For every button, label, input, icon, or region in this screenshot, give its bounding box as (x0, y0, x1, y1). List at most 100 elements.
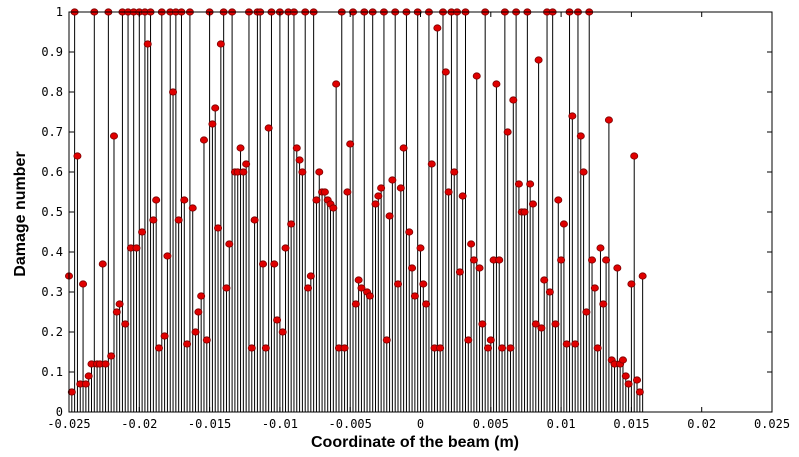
stem-marker (84, 372, 93, 380)
stem-marker (506, 344, 515, 352)
stem-marker (174, 216, 183, 224)
x-tick-label: 0.025 (754, 417, 790, 431)
stem-marker (287, 220, 296, 228)
stem-marker (571, 340, 580, 348)
stem-marker (188, 204, 197, 212)
stem-marker (467, 240, 476, 248)
stem-marker (261, 344, 270, 352)
stem-marker (239, 168, 248, 176)
stem-marker (455, 268, 464, 276)
stem-marker (557, 256, 566, 264)
stem-marker (194, 308, 203, 316)
stem-marker (109, 132, 118, 140)
stem-marker (520, 208, 529, 216)
stem-marker (67, 388, 76, 396)
stem-marker (374, 192, 383, 200)
stem-marker (551, 320, 560, 328)
stem-marker (621, 372, 630, 380)
stem-marker (416, 244, 425, 252)
markers-layer (65, 8, 647, 396)
stem-marker (436, 344, 445, 352)
stem-marker (396, 184, 405, 192)
stem-marker (559, 220, 568, 228)
stem-marker (464, 336, 473, 344)
stem-marker (163, 252, 172, 260)
stem-marker (169, 88, 178, 96)
stem-marker (444, 188, 453, 196)
stem-marker (160, 332, 169, 340)
stem-marker (540, 276, 549, 284)
stem-marker (292, 144, 301, 152)
stem-marker (332, 80, 341, 88)
axes-layer: -0.025 -0.02 -0.015 -0.01 -0.005 0 0.005 0.01 0.… (41, 5, 790, 431)
y-tick-label: 0.6 (41, 165, 63, 179)
stem-marker (115, 300, 124, 308)
stem-marker (509, 96, 518, 104)
stem-marker (624, 380, 633, 388)
stem-marker (273, 316, 282, 324)
stem-marker (405, 228, 414, 236)
stem-marker (346, 140, 355, 148)
stem-marker (79, 280, 88, 288)
stem-marker (281, 244, 290, 252)
stem-marker (191, 328, 200, 336)
y-axis-label: Damage number (12, 151, 29, 276)
x-tick-label: 0.015 (613, 417, 649, 431)
stem-marker (202, 336, 211, 344)
stem-marker (627, 280, 636, 288)
stem-marker (408, 264, 417, 272)
stem-marker (112, 308, 121, 316)
x-tick-label: -0.025 (47, 417, 90, 431)
stem-marker (143, 40, 152, 48)
stem-marker (343, 188, 352, 196)
stem-marker (197, 292, 206, 300)
stem-marker (357, 284, 366, 292)
stem-marker (410, 292, 419, 300)
stem-marker (599, 300, 608, 308)
stem-marker (602, 256, 611, 264)
stem-marker (107, 352, 116, 360)
stem-marker (270, 260, 279, 268)
stem-marker (236, 144, 245, 152)
y-tick-label: 0.7 (41, 125, 63, 139)
stem-marker (329, 204, 338, 212)
stem-marker (475, 264, 484, 272)
stem-marker (638, 272, 647, 280)
stem-marker (588, 256, 597, 264)
stem-marker (247, 344, 256, 352)
y-tick-label: 1 (56, 5, 63, 19)
stem-marker (568, 112, 577, 120)
stem-marker (388, 176, 397, 184)
stem-marker (385, 212, 394, 220)
stem-marker (340, 344, 349, 352)
stem-marker (242, 160, 251, 168)
stem-marker (593, 344, 602, 352)
stem-marker (73, 152, 82, 160)
x-tick-label: -0.01 (262, 417, 298, 431)
stem-marker (433, 24, 442, 32)
y-tick-label: 0.9 (41, 45, 63, 59)
stem-marker (545, 288, 554, 296)
stem-marker (486, 336, 495, 344)
stem-marker (498, 344, 507, 352)
stem-marker (81, 380, 90, 388)
y-tick-label: 0.1 (41, 365, 63, 379)
x-tick-label: 0.02 (687, 417, 716, 431)
x-tick-label: -0.02 (121, 417, 157, 431)
stem-marker (579, 168, 588, 176)
stem-marker (222, 284, 231, 292)
x-tick-label: 0.005 (473, 417, 509, 431)
stem-marker (478, 320, 487, 328)
stem-marker (304, 284, 313, 292)
stem-marker (450, 168, 459, 176)
stem-marker (554, 196, 563, 204)
y-tick-label: 0.2 (41, 325, 63, 339)
stem-marker (492, 80, 501, 88)
stem-marker (315, 168, 324, 176)
x-tick-label: -0.015 (188, 417, 231, 431)
stem-marker (526, 180, 535, 188)
x-axis-label: Coordinate of the beam (m) (311, 434, 519, 451)
stem-marker (531, 320, 540, 328)
